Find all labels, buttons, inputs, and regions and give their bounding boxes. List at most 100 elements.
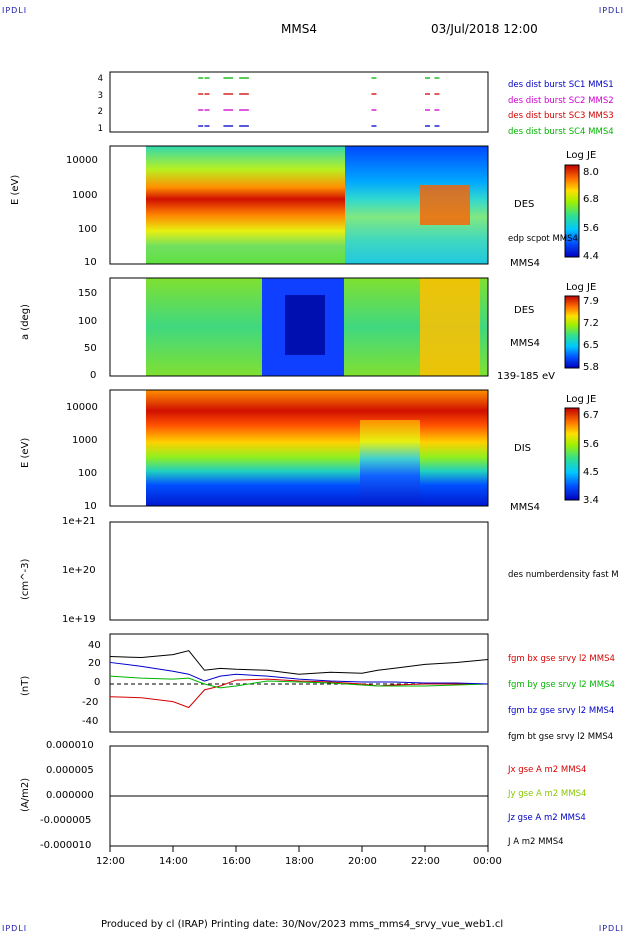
bfield-ylabel: (nT) [20, 675, 31, 696]
corner-mark-bottom-right: IPDLI [598, 924, 624, 933]
current-legend-item: J A m2 MMS4 [508, 837, 564, 847]
current-panel [109, 745, 489, 847]
des-pitch-range: 139-185 eV [497, 371, 555, 382]
des-energy-colorbar [564, 164, 580, 258]
des-pitch-ylabel: a (deg) [20, 304, 31, 340]
ytick: -20 [82, 697, 99, 708]
ytick: 100 [78, 316, 98, 327]
corner-mark-top-left: IPDLI [2, 6, 28, 15]
bfield-legend: fgm bx gse srvy l2 MMS4 fgm by gse srvy … [508, 646, 615, 750]
ytick: -0.000005 [40, 815, 92, 826]
ytick: 10 [84, 501, 97, 512]
colorbar-title: Log JE [566, 150, 597, 161]
colorbar-title: Log JE [566, 394, 597, 405]
ytick: 1e+20 [62, 565, 96, 576]
ytick: 1e+21 [62, 516, 96, 527]
colorbar-tick: 7.9 [583, 296, 599, 307]
bfield-series-line [109, 650, 489, 675]
xtick-label: 22:00 [411, 856, 440, 867]
current-legend-item: Jz gse A m2 MMS4 [508, 813, 586, 823]
current-legend: Jx gse A m2 MMS4 Jy gse A m2 MMS4 Jz gse… [508, 758, 586, 854]
xtick-label: 20:00 [348, 856, 377, 867]
ytick: 1000 [72, 190, 98, 201]
colorbar-tick: 5.8 [583, 362, 599, 373]
colorbar-title: Log JE [566, 282, 597, 293]
corner-mark-bottom-left: IPDLI [2, 924, 28, 933]
colorbar-tick: 6.7 [583, 410, 599, 421]
ytick: 1e+19 [62, 614, 96, 625]
ytick: 40 [88, 640, 101, 651]
burst-ytick: 1 [97, 123, 103, 134]
dis-energy-sc: MMS4 [510, 502, 540, 513]
density-panel [109, 521, 489, 621]
ytick: 0 [94, 677, 101, 688]
x-axis-ticks [109, 846, 489, 852]
ytick: 150 [78, 288, 98, 299]
des-pitch-panel [109, 277, 489, 377]
burst-ytick: 3 [97, 90, 103, 101]
bfield-legend-item: fgm bt gse srvy l2 MMS4 [508, 732, 614, 742]
ytick: -40 [82, 716, 99, 727]
density-ylabel: (cm^-3) [20, 558, 31, 600]
colorbar-tick: 5.6 [583, 223, 599, 234]
ytick: 0 [90, 370, 97, 381]
colorbar-tick: 6.8 [583, 194, 599, 205]
burst-legend: des dist burst SC1 MMS1 des dist burst S… [508, 78, 614, 140]
ytick: 1000 [72, 435, 98, 446]
burst-ytick: 2 [97, 107, 103, 117]
ytick: -0.000010 [40, 840, 92, 851]
current-ylabel: (A/m2) [20, 777, 31, 812]
dis-energy-panel [109, 389, 489, 507]
colorbar-tick: 7.2 [583, 318, 599, 329]
bfield-series-line [109, 661, 489, 685]
xtick-label: 14:00 [159, 856, 188, 867]
dis-energy-ylabel: E (eV) [20, 437, 31, 468]
ytick: 100 [78, 224, 98, 235]
xtick-label: 00:00 [473, 856, 502, 867]
des-pitch-name: DES [514, 305, 535, 316]
colorbar-tick: 8.0 [583, 167, 599, 178]
des-pitch-sc: MMS4 [510, 338, 540, 349]
current-legend-item: Jy gse A m2 MMS4 [508, 789, 587, 799]
bfield-legend-item: fgm bz gse srvy l2 MMS4 [508, 706, 615, 716]
xtick-label: 16:00 [222, 856, 251, 867]
ytick: 100 [78, 468, 98, 479]
footer-text: Produced by cl (IRAP) Printing date: 30/… [101, 919, 504, 930]
ytick: 10000 [66, 402, 98, 413]
datetime-title: 03/Jul/2018 12:00 [431, 22, 538, 36]
spacecraft-title: MMS4 [281, 22, 317, 36]
burst-legend-item: des dist burst SC1 MMS1 [508, 80, 614, 90]
des-pitch-colorbar [564, 295, 580, 369]
burst-markers [198, 77, 440, 127]
xtick-label: 18:00 [285, 856, 314, 867]
bfield-lines [109, 650, 489, 709]
dis-energy-colorbar [564, 407, 580, 501]
des-energy-overlay: edp scpot MMS4 [508, 234, 578, 244]
burst-legend-item: des dist burst SC4 MMS4 [508, 126, 614, 137]
des-energy-sc: MMS4 [510, 258, 540, 269]
des-energy-name: DES [514, 199, 535, 210]
ytick: 0.000005 [46, 765, 94, 776]
xtick-label: 12:00 [96, 856, 125, 867]
des-energy-panel [109, 145, 489, 265]
burst-legend-item: des dist burst SC2 MMS2 [508, 95, 614, 106]
current-legend-item: Jx gse A m2 MMS4 [508, 765, 587, 775]
ytick: 10000 [66, 155, 98, 166]
ytick: 10 [84, 257, 97, 268]
colorbar-tick: 6.5 [583, 340, 599, 351]
des-energy-ylabel: E (eV) [10, 174, 21, 205]
colorbar-tick: 4.4 [583, 251, 599, 262]
bfield-series-line [109, 678, 488, 709]
density-legend: des numberdensity fast M [508, 570, 619, 580]
bfield-legend-item: fgm by gse srvy l2 MMS4 [508, 680, 615, 690]
colorbar-tick: 5.6 [583, 439, 599, 450]
burst-yticks: 4 3 2 1 [89, 71, 103, 137]
ytick: 0.000010 [46, 740, 94, 751]
burst-legend-item: des dist burst SC3 MMS3 [508, 111, 614, 121]
bfield-series-line [109, 675, 489, 689]
burst-ytick: 4 [97, 74, 103, 84]
ytick: 50 [84, 343, 97, 354]
colorbar-tick: 4.5 [583, 467, 599, 478]
corner-mark-top-right: IPDLI [598, 6, 624, 15]
